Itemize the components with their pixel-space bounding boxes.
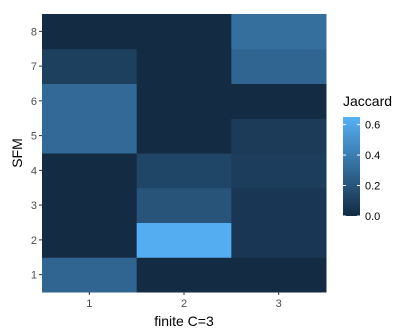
heatmap-cell-y3-x1 [42,187,138,223]
heatmap-cell-y5-x3 [231,118,327,154]
y-axis-title: SFM [9,138,25,168]
heatmap-cell-y7-x3 [231,48,327,84]
y-tick-label: 2 [31,235,37,247]
heatmap-cell-y8-x2 [136,14,232,50]
heatmap-cell-y2-x1 [42,222,138,258]
heatmap-cell-y8-x3 [231,14,327,50]
y-tick-label: 3 [31,200,37,212]
x-axis-title: finite C=3 [154,313,214,329]
legend-colorbar [343,117,360,216]
legend-tick-label: 0.2 [365,181,380,193]
heatmap-cell-y5-x2 [136,118,232,154]
heatmap-cell-y1-x1 [42,257,138,293]
x-axis-ticks: 1 2 3 [86,292,282,310]
y-tick-label: 5 [31,131,37,143]
x-tick-label: 3 [276,298,282,310]
legend-tick-label: 0.6 [365,120,380,132]
heatmap-cell-y2-x2 [136,222,232,258]
legend: Jaccard 0.0 0.2 0.4 0.6 [343,93,392,223]
heatmap-cell-y8-x1 [42,14,138,50]
heatmap-cell-y6-x2 [136,83,232,119]
y-tick-label: 8 [31,26,37,38]
y-tick-label: 1 [31,270,37,282]
heatmap-cell-y7-x2 [136,48,232,84]
heatmap-cell-y5-x1 [42,118,138,154]
heatmap-cells [42,14,327,293]
heatmap-cell-y7-x1 [42,48,138,84]
legend-ticks: 0.0 0.2 0.4 0.6 [343,120,380,223]
legend-tick-label: 0.0 [365,211,380,223]
legend-title: Jaccard [343,93,392,109]
heatmap-cell-y4-x2 [136,153,232,189]
x-tick-label: 1 [86,298,92,310]
y-tick-label: 4 [31,165,37,177]
y-axis-ticks: 1 2 3 4 5 6 7 8 [31,26,42,282]
y-tick-label: 7 [31,61,37,73]
heatmap-cell-y2-x3 [231,222,327,258]
heatmap-cell-y1-x2 [136,257,232,293]
heatmap-cell-y6-x3 [231,83,327,119]
heatmap-cell-y4-x3 [231,153,327,189]
y-tick-label: 6 [31,96,37,108]
heatmap-cell-y4-x1 [42,153,138,189]
heatmap-cell-y6-x1 [42,83,138,119]
heatmap-cell-y3-x2 [136,187,232,223]
heatmap-cell-y3-x3 [231,187,327,223]
legend-tick-label: 0.4 [365,150,380,162]
heatmap-cell-y1-x3 [231,257,327,293]
x-tick-label: 2 [181,298,187,310]
